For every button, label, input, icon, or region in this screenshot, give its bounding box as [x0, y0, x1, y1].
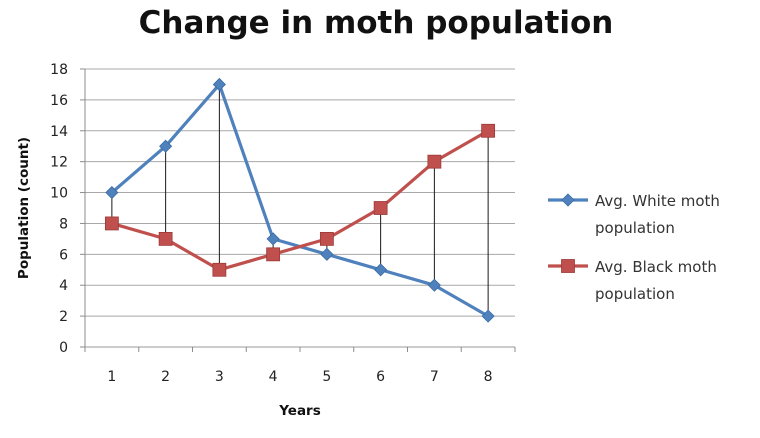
gridlines	[85, 68, 515, 348]
x-axis-ticks: 1 2 3 4 5 6 7 8	[84, 347, 516, 385]
point-s1-7	[427, 278, 441, 292]
legend-label-2-line-2: population	[595, 285, 675, 303]
series-line-2	[110, 129, 490, 272]
point-s2-4	[266, 247, 281, 262]
y-tick-label-6: 6	[59, 247, 68, 263]
legend-label-1-line-2: population	[595, 219, 675, 237]
y-tick-label-14: 14	[50, 124, 68, 140]
point-s2-2	[158, 231, 173, 246]
chart-title: Change in moth population	[139, 5, 614, 41]
point-s2-6	[373, 201, 388, 215]
point-s1-2	[159, 139, 173, 153]
point-s1-3	[212, 77, 226, 92]
y-axis-ticks: 0 2 4 6 8 10 12 14 16 18	[50, 62, 85, 356]
y-tick-label-2: 2	[59, 309, 68, 325]
legend-marker-2	[561, 259, 575, 273]
x-tick-label-5: 5	[322, 369, 331, 385]
y-tick-label-18: 18	[50, 62, 68, 78]
x-tick-label-3: 3	[215, 369, 224, 385]
legend-label-1-line-1: Avg. White moth	[595, 192, 720, 210]
y-tick-label-4: 4	[59, 278, 68, 294]
legend-label-2-line-1: Avg. Black moth	[595, 258, 717, 276]
y-tick-label-16: 16	[50, 93, 68, 109]
point-s1-1	[105, 185, 119, 200]
x-axis-label: Years	[278, 403, 321, 419]
point-s2-8	[481, 123, 496, 138]
x-tick-label-8: 8	[484, 369, 493, 385]
point-s2-7	[427, 154, 442, 169]
legend: Avg. White moth population Avg. Black moth…	[548, 192, 720, 303]
point-s2-1	[104, 216, 119, 231]
x-tick-label-7: 7	[430, 369, 439, 385]
point-s1-5	[320, 247, 334, 261]
data-markers	[104, 77, 496, 323]
y-tick-label-10: 10	[50, 186, 68, 202]
y-tick-label-12: 12	[50, 155, 68, 171]
point-s2-5	[319, 231, 334, 246]
y-axis-label: Population (count)	[16, 137, 32, 279]
x-tick-label-1: 1	[107, 369, 116, 385]
y-tick-label-8: 8	[59, 216, 68, 232]
x-tick-label-2: 2	[161, 369, 170, 385]
point-s1-6	[374, 263, 388, 277]
point-s1-4	[266, 232, 280, 246]
point-s2-3	[212, 262, 227, 277]
x-tick-label-6: 6	[376, 369, 385, 385]
legend-marker-1	[561, 193, 575, 207]
x-tick-label-4: 4	[269, 369, 278, 385]
y-tick-label-0: 0	[59, 340, 68, 356]
series-lines	[110, 82, 490, 318]
point-s1-8	[481, 309, 495, 323]
